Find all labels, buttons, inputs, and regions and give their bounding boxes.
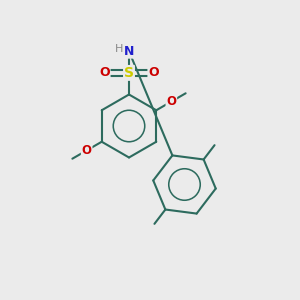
Text: O: O [166, 95, 176, 108]
Text: O: O [99, 66, 110, 80]
Text: H: H [115, 44, 123, 54]
Text: S: S [124, 66, 134, 80]
Text: O: O [82, 144, 92, 157]
Text: N: N [124, 45, 134, 58]
Text: O: O [148, 66, 159, 80]
